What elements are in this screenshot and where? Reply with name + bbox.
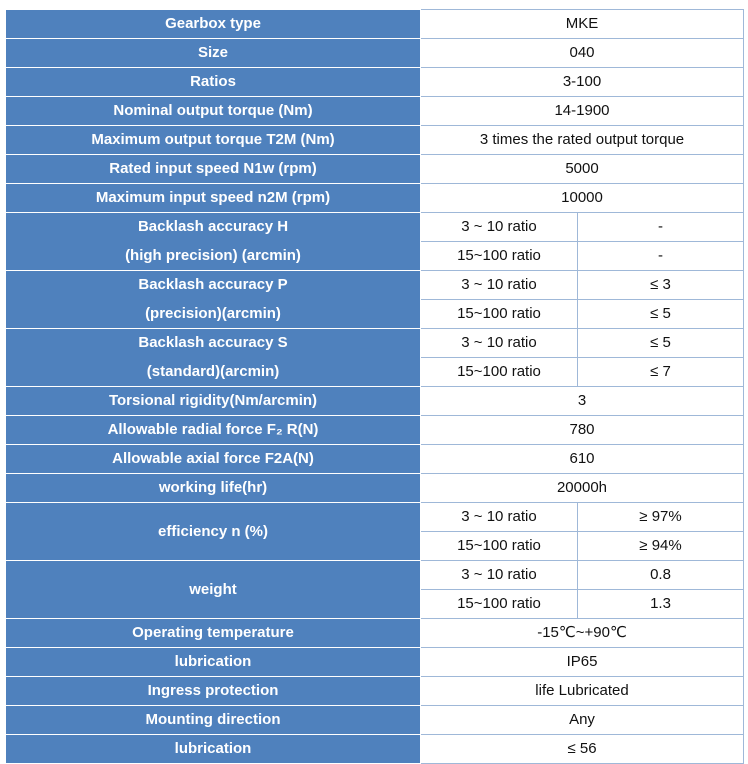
cell: 20000h — [419, 473, 745, 503]
row: Ratios 3-100 — [5, 67, 745, 97]
row-label: Maximum output torque T2M (Nm) — [5, 125, 421, 155]
cell: ≤ 3 — [576, 270, 745, 300]
row: 15~100 ratio ≤ 7 — [6, 357, 745, 387]
row: Backlash accuracy P (precision)(arcmin) 3 … — [5, 270, 745, 329]
row: Maximum output torque T2M (Nm) 3 times th… — [5, 125, 745, 155]
cell: IP65 — [419, 647, 745, 677]
cell: 15~100 ratio — [420, 241, 578, 271]
row-label: working life(hr) — [5, 473, 421, 503]
cell: 10000 — [419, 183, 745, 213]
row: weight 3 ~ 10 ratio 0.8 — [5, 560, 745, 619]
label-line: Backlash accuracy H — [137, 218, 289, 236]
row: Nominal output torque (Nm) 14-1900 — [5, 96, 745, 126]
cell: - — [576, 241, 745, 271]
cell: 5000 — [419, 154, 745, 184]
row-label: Torsional rigidity(Nm/arcmin) — [5, 386, 421, 416]
row: Torsional rigidity(Nm/arcmin) 3 — [5, 386, 745, 416]
cell: 3 times the rated output torque — [419, 125, 745, 155]
row: Mounting direction Any — [5, 705, 745, 735]
label-line: (standard)(arcmin) — [146, 362, 280, 380]
label-line: (precision)(arcmin) — [145, 304, 281, 322]
row-label: Maximum input speed n2M (rpm) — [5, 183, 421, 213]
cell: 3 ~ 10 ratio — [420, 212, 578, 242]
row-label: Backlash accuracy S (standard)(arcmin) — [5, 328, 421, 387]
row-label: Gearbox type — [5, 9, 421, 39]
cell: ≤ 56 — [419, 734, 745, 764]
cell: 15~100 ratio — [420, 531, 578, 561]
label-line: Backlash accuracy S — [138, 334, 288, 352]
cell: 040 — [419, 38, 745, 68]
cell: 3-100 — [419, 67, 745, 97]
cell: life Lubricated — [419, 676, 745, 706]
row: Gearbox type MKE — [5, 9, 745, 39]
row: 15~100 ratio ≥ 94% — [6, 531, 745, 561]
spec-table: Gearbox type MKE Size 040 Ratios 3-100 Nominal… — [5, 9, 745, 764]
cell: - — [576, 212, 745, 242]
row-label: Mounting direction — [5, 705, 421, 735]
row-label: efficiency n (%) — [5, 502, 421, 561]
cell: ≥ 94% — [576, 531, 745, 561]
row: Allowable axial force F2A(N) 610 — [5, 444, 745, 474]
cell: ≤ 5 — [576, 299, 745, 329]
row-label: Operating temperature — [5, 618, 421, 648]
row-label: weight — [5, 560, 421, 619]
row: Size 040 — [5, 38, 745, 68]
row: Operating temperature -15℃~+90℃ — [5, 618, 745, 648]
cell: ≤ 7 — [576, 357, 745, 387]
cell: 15~100 ratio — [420, 589, 578, 619]
cell: 3 ~ 10 ratio — [420, 502, 578, 532]
row: 15~100 ratio ≤ 5 — [6, 299, 745, 329]
row: Rated input speed N1w (rpm) 5000 — [5, 154, 745, 184]
row: lubrication IP65 — [5, 647, 745, 677]
label-line: Backlash accuracy P — [138, 276, 288, 294]
label-line: (high precision) (arcmin) — [125, 246, 301, 264]
row-label: Allowable radial force F₂ R(N) — [5, 415, 421, 445]
row-label: Nominal output torque (Nm) — [5, 96, 421, 126]
cell: ≤ 5 — [576, 328, 745, 358]
row: 15~100 ratio - — [6, 241, 745, 271]
row-label: lubrication — [5, 647, 421, 677]
row: Ingress protection life Lubricated — [5, 676, 745, 706]
cell: 610 — [419, 444, 745, 474]
row-label: Ingress protection — [5, 676, 421, 706]
cell: 1.3 — [576, 589, 745, 619]
row: efficiency n (%) 3 ~ 10 ratio ≥ 97% — [5, 502, 745, 561]
cell: MKE — [419, 9, 745, 39]
row-label: Allowable axial force F2A(N) — [5, 444, 421, 474]
row: working life(hr) 20000h — [5, 473, 745, 503]
row-label: Size — [5, 38, 421, 68]
cell: -15℃~+90℃ — [419, 618, 745, 648]
cell: 780 — [419, 415, 745, 445]
row: lubrication ≤ 56 — [5, 734, 745, 764]
row-label: Rated input speed N1w (rpm) — [5, 154, 421, 184]
cell: 0.8 — [576, 560, 745, 590]
row: Backlash accuracy S (standard)(arcmin) 3 ~… — [5, 328, 745, 387]
cell: 3 — [419, 386, 745, 416]
row-label: lubrication — [5, 734, 421, 764]
row: Allowable radial force F₂ R(N) 780 — [5, 415, 745, 445]
cell: 3 ~ 10 ratio — [420, 328, 578, 358]
cell: 3 ~ 10 ratio — [420, 560, 578, 590]
row: Maximum input speed n2M (rpm) 10000 — [5, 183, 745, 213]
cell: ≥ 97% — [576, 502, 745, 532]
cell: 15~100 ratio — [420, 299, 578, 329]
cell: Any — [419, 705, 745, 735]
cell: 14-1900 — [419, 96, 745, 126]
cell: 15~100 ratio — [420, 357, 578, 387]
row-label: Ratios — [5, 67, 421, 97]
row-label: Backlash accuracy H (high precision) (arc… — [5, 212, 421, 271]
row: Backlash accuracy H (high precision) (arc… — [5, 212, 745, 271]
cell: 3 ~ 10 ratio — [420, 270, 578, 300]
row-label: Backlash accuracy P (precision)(arcmin) — [5, 270, 421, 329]
